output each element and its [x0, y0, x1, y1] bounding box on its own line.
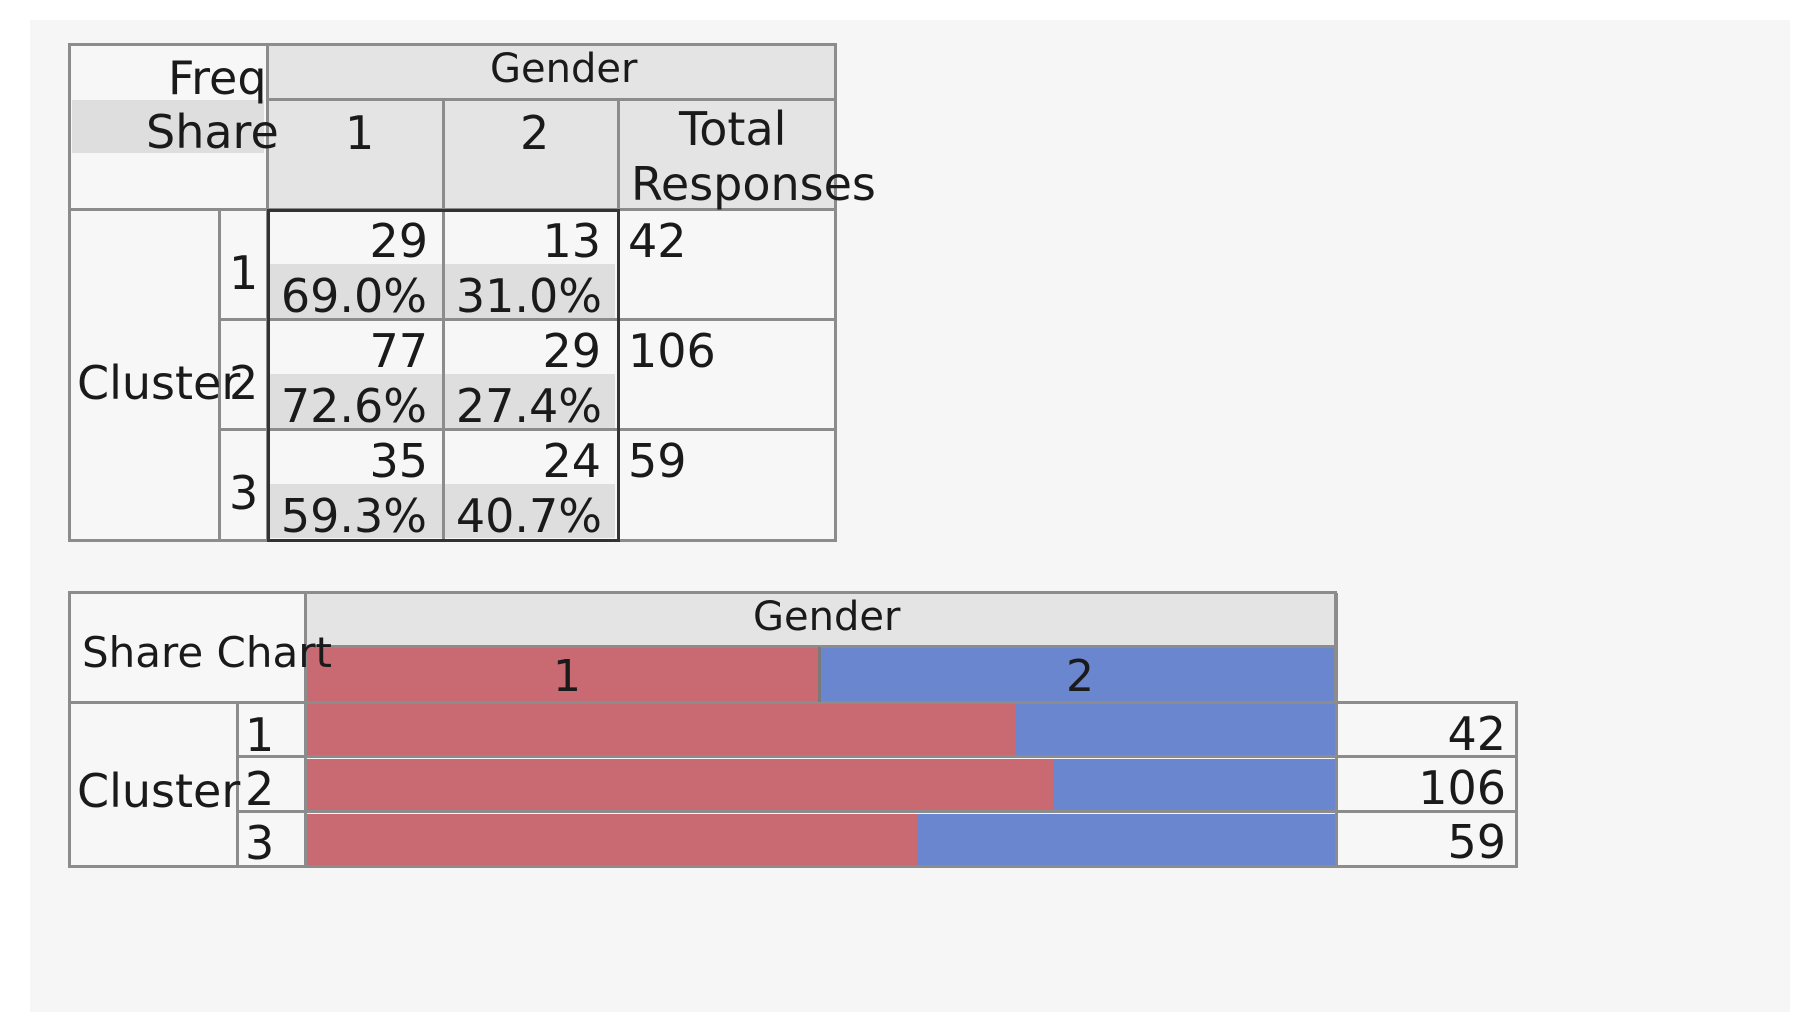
freq-cell: 13	[542, 214, 601, 268]
freq-corner-label: Freq	[168, 51, 267, 105]
data-cell-frame	[267, 209, 620, 542]
gridline	[1335, 593, 1338, 866]
share-bar-cluster-1-gender-2	[1016, 704, 1335, 757]
gender-column-group-label: Gender	[490, 46, 638, 92]
share-cell: 72.6%	[280, 379, 427, 433]
freq-cell: 77	[369, 324, 428, 378]
cluster-row-group-label: Cluster	[77, 356, 241, 410]
share-cell: 31.0%	[455, 269, 602, 323]
share-bar-cluster-3-gender-2	[917, 814, 1335, 867]
share-label-bg	[72, 100, 264, 153]
legend-gender-1-label: 1	[553, 651, 581, 702]
row-header-area	[70, 210, 268, 540]
gridline	[306, 645, 1337, 648]
gridline	[268, 98, 835, 101]
total-responses-label-line2: Responses	[631, 157, 876, 211]
share-cell: 69.0%	[280, 269, 427, 323]
gender-column-1-label: 1	[345, 106, 375, 160]
freq-cell: 24	[542, 434, 601, 488]
share-bars-area	[307, 703, 1335, 867]
share-chart-gender-label: Gender	[753, 594, 901, 640]
share-chart-total-2: 106	[1418, 761, 1506, 815]
gridline	[236, 703, 239, 866]
share-chart-row-1-label: 1	[245, 708, 275, 762]
gridline	[218, 210, 221, 540]
share-cell: 27.4%	[455, 379, 602, 433]
gender-column-2-label: 2	[520, 106, 550, 160]
legend-gender-2-swatch	[820, 648, 1335, 701]
freq-cell: 35	[369, 434, 428, 488]
gridline	[818, 647, 821, 702]
share-bar-cluster-3-gender-1	[307, 814, 917, 867]
freq-cell: 29	[542, 324, 601, 378]
legend-gender-2-label: 2	[1066, 651, 1094, 702]
gridline	[442, 100, 445, 540]
share-corner-label: Share	[146, 105, 279, 159]
share-chart-row-2-label: 2	[245, 762, 275, 816]
share-chart-row-3-label: 3	[245, 816, 275, 870]
gridline	[238, 810, 1516, 813]
gridline	[304, 593, 307, 866]
share-chart-corner-label: Share Chart	[82, 628, 332, 677]
share-cell: 40.7%	[455, 489, 602, 543]
cluster-row-1-label: 1	[229, 246, 259, 300]
share-chart-corner	[70, 593, 306, 703]
legend-gender-1-swatch	[307, 648, 820, 701]
total-cell: 42	[628, 214, 687, 268]
gridline	[220, 318, 835, 321]
share-bar-cluster-2-gender-2	[1053, 759, 1335, 812]
total-cell: 59	[628, 434, 687, 488]
freq-table-header	[268, 45, 835, 210]
share-cell: 59.3%	[280, 489, 427, 543]
freq-cell: 29	[369, 214, 428, 268]
share-bar-cluster-1-gender-1	[307, 704, 1016, 757]
share-bar-cluster-2-gender-1	[307, 759, 1053, 812]
share-chart-total-3: 59	[1447, 815, 1506, 869]
share-chart-totals-area	[1335, 703, 1517, 866]
share-chart-total-1: 42	[1447, 707, 1506, 761]
share-chart-header	[306, 593, 1335, 647]
total-cell: 106	[628, 324, 716, 378]
gridline	[220, 428, 835, 431]
cluster-row-3-label: 3	[229, 466, 259, 520]
gridline	[238, 755, 1516, 758]
cluster-row-2-label: 2	[229, 356, 259, 410]
total-responses-label-line1: Total	[679, 102, 787, 156]
share-chart-row-header	[70, 703, 306, 866]
share-chart-cluster-label: Cluster	[77, 764, 241, 818]
share-chart-body-border	[68, 701, 1518, 868]
